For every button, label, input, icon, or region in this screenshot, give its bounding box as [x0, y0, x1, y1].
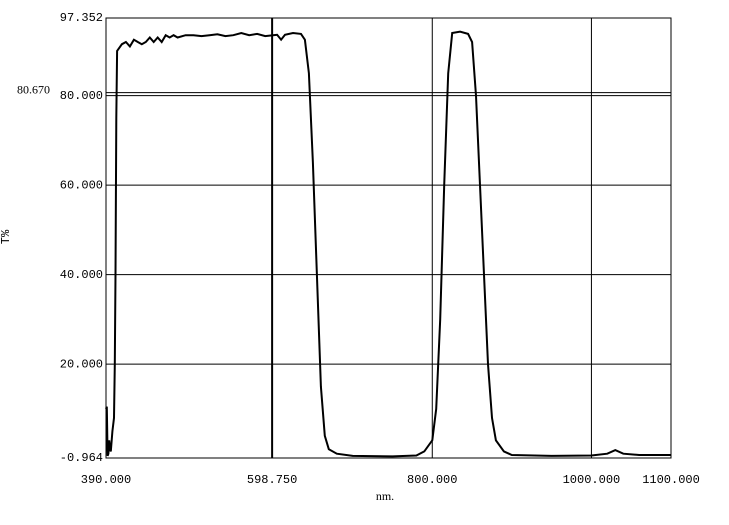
spectrum-line — [105, 30, 671, 458]
y-tick-label: 80.000 — [60, 89, 103, 103]
x-tick-label: 390.000 — [81, 473, 131, 487]
x-tick-label: 1100.000 — [642, 473, 700, 487]
y-tick-label: 40.000 — [60, 268, 103, 282]
y-axis-label: T% — [0, 229, 13, 244]
x-axis-label: nm. — [376, 489, 394, 503]
y-tick-label: 60.000 — [60, 178, 103, 192]
y-tick-label: 97.352 — [60, 11, 103, 25]
y-tick-label: -0.964 — [60, 451, 103, 465]
cursor-x-label: 598.750 — [247, 473, 297, 487]
cursor-x-bg — [242, 472, 303, 488]
x-tick-label: 1000.000 — [563, 473, 621, 487]
x-tick-label: 800.000 — [407, 473, 457, 487]
cursor-y-label: 80.670 — [17, 82, 50, 96]
y-tick-label: 20.000 — [60, 357, 103, 371]
